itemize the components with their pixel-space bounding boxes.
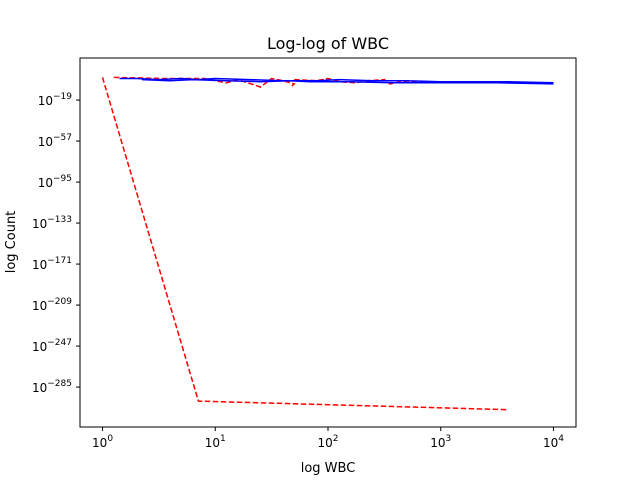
y-tick-base: 10 <box>32 258 47 272</box>
x-tick-base: 10 <box>317 436 332 450</box>
y-tick-exponent: −95 <box>53 174 72 184</box>
y-tick-exponent: −133 <box>47 215 72 225</box>
y-tick-exponent: −57 <box>53 133 72 143</box>
x-ticks-layer: 100 101 102 103 104 <box>92 427 564 450</box>
y-tick-exponent: −171 <box>47 256 72 266</box>
series-line-5 <box>141 78 554 85</box>
y-tick-label: 10−209 <box>32 297 72 313</box>
x-tick-label: 101 <box>205 434 226 450</box>
x-tick-exponent: 0 <box>107 434 113 444</box>
x-tick-exponent: 2 <box>333 434 339 444</box>
y-tick-base: 10 <box>38 135 53 149</box>
y-tick-base: 10 <box>32 217 47 231</box>
chart-title: Log-log of WBC <box>267 34 389 53</box>
y-tick-exponent: −209 <box>47 297 72 307</box>
y-ticks-layer: 10−1910−5710−9510−13310−17110−20910−2471… <box>32 92 80 395</box>
x-tick-label: 102 <box>317 434 338 450</box>
series-line-1 <box>101 77 509 411</box>
y-tick-label: 10−171 <box>32 256 72 272</box>
y-tick-exponent: −247 <box>47 338 72 348</box>
y-tick-label: 10−57 <box>38 133 72 149</box>
y-tick-base: 10 <box>32 299 47 313</box>
y-tick-base: 10 <box>32 340 47 354</box>
y-tick-label: 10−19 <box>38 92 73 108</box>
y-tick-exponent: −19 <box>53 92 72 102</box>
y-tick-base: 10 <box>32 381 47 395</box>
x-tick-base: 10 <box>205 436 220 450</box>
x-tick-label: 104 <box>543 434 564 450</box>
y-tick-base: 10 <box>38 94 53 108</box>
x-tick-exponent: 1 <box>220 434 226 444</box>
y-tick-label: 10−247 <box>32 338 72 354</box>
x-tick-base: 10 <box>430 436 445 450</box>
series-layer <box>101 76 554 411</box>
y-tick-base: 10 <box>38 176 53 190</box>
x-axis-label: log WBC <box>301 461 356 476</box>
y-tick-label: 10−133 <box>32 215 72 231</box>
plot-area <box>80 58 576 427</box>
y-tick-label: 10−285 <box>32 379 72 395</box>
y-axis-label: log Count <box>4 211 19 274</box>
y-tick-label: 10−95 <box>38 174 72 190</box>
x-tick-base: 10 <box>543 436 558 450</box>
x-tick-exponent: 4 <box>558 434 564 444</box>
x-tick-label: 103 <box>430 434 451 450</box>
x-tick-label: 100 <box>92 434 113 450</box>
y-tick-exponent: −285 <box>47 379 72 389</box>
x-tick-base: 10 <box>92 436 107 450</box>
x-tick-exponent: 3 <box>446 434 452 444</box>
